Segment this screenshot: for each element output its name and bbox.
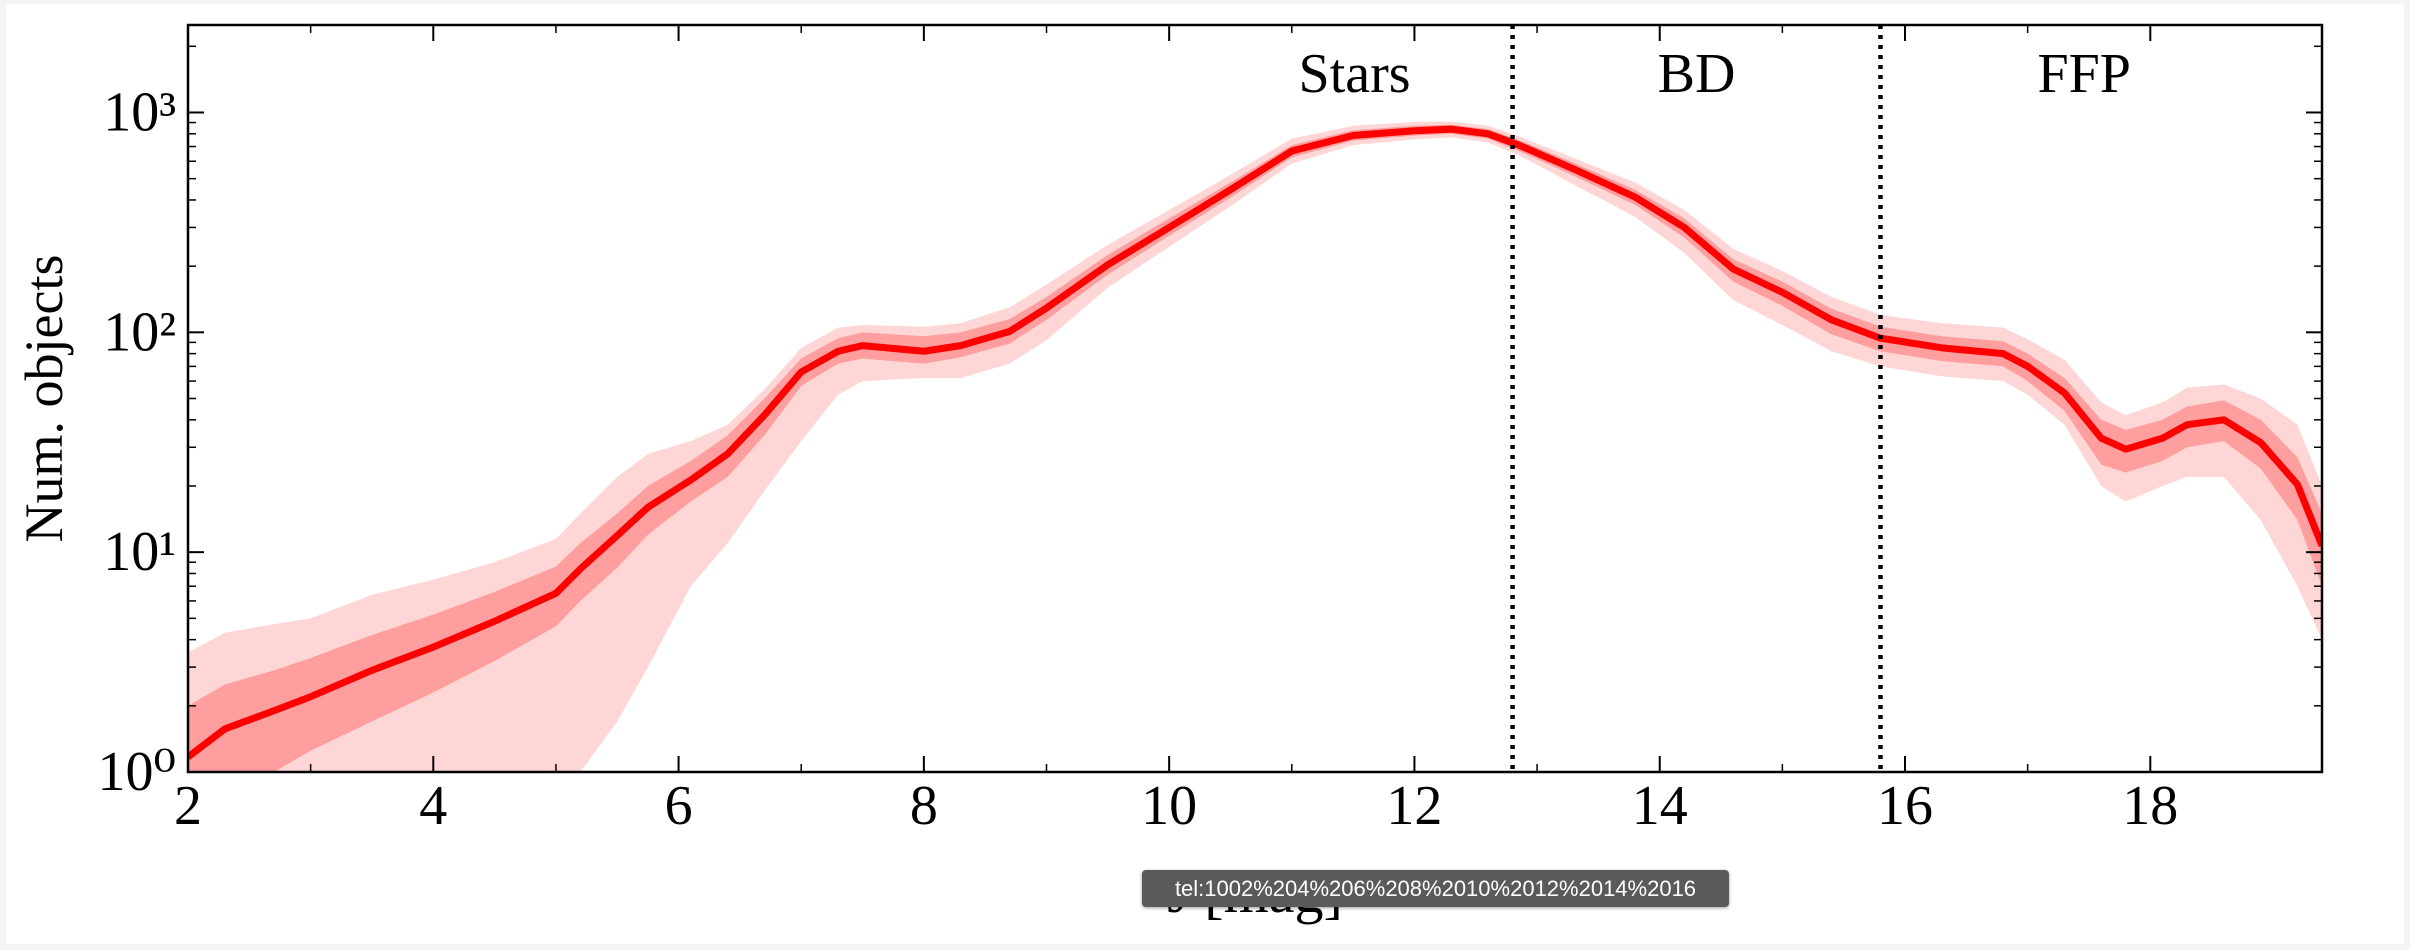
x-tick-label: 16 bbox=[1877, 775, 1933, 837]
inner-band bbox=[188, 124, 2322, 772]
y-tick-label: 10² bbox=[103, 301, 176, 363]
x-tick-label: 12 bbox=[1386, 775, 1442, 837]
y-tick-label: 10¹ bbox=[103, 521, 176, 583]
plot bbox=[188, 121, 2322, 772]
link-tooltip: tel:1002%204%206%208%2010%2012%2014%2016 bbox=[1142, 870, 1729, 907]
region-label: FFP bbox=[2038, 43, 2131, 105]
region-label: Stars bbox=[1299, 43, 1411, 105]
x-tick-label: 10 bbox=[1141, 775, 1197, 837]
y-tick-label: 10³ bbox=[103, 81, 176, 143]
y-axis-label: Num. objects bbox=[14, 255, 74, 543]
region-label: BD bbox=[1658, 43, 1736, 105]
chart-background bbox=[6, 4, 2404, 944]
x-tick-label: 14 bbox=[1632, 775, 1688, 837]
x-tick-label: 2 bbox=[174, 775, 202, 837]
x-tick-label: 6 bbox=[665, 775, 693, 837]
median-line bbox=[188, 125, 2322, 760]
x-tick-label: 18 bbox=[2122, 775, 2178, 837]
x-tick-label: 4 bbox=[419, 775, 447, 837]
outer-band bbox=[188, 121, 2322, 772]
x-tick-label: 8 bbox=[910, 775, 938, 837]
y-tick-label: 10⁰ bbox=[98, 741, 176, 803]
